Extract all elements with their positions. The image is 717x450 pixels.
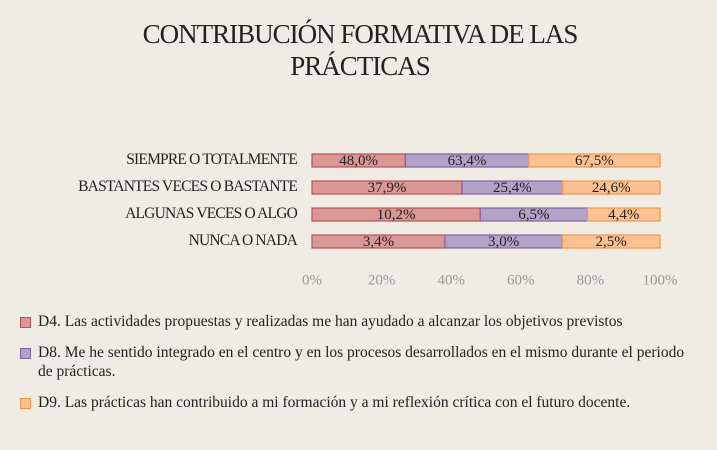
data-label: 6,5% — [518, 207, 549, 223]
x-tick-label: 100% — [643, 272, 678, 288]
bar-segment — [528, 153, 661, 168]
data-label: 67,5% — [575, 153, 614, 169]
legend-swatch — [20, 398, 31, 409]
data-label: 10,2% — [377, 207, 416, 223]
legend-item: D4. Las actividades propuestas y realiza… — [18, 312, 698, 331]
legend-swatch — [20, 317, 31, 328]
data-label: 25,4% — [493, 180, 532, 196]
legend-label: D4. Las actividades propuestas y realiza… — [38, 313, 623, 330]
legend-item: D9. Las prácticas han contribuido a mi f… — [18, 393, 698, 412]
legend-item: D8. Me he sentido integrado en el centro… — [18, 343, 698, 381]
data-label: 2,5% — [595, 234, 626, 250]
y-tick-label: ALGUNAS VECES O ALGO — [125, 205, 297, 222]
data-label: 24,6% — [592, 180, 631, 196]
bar-segment — [586, 207, 661, 222]
x-tick-label: 20% — [368, 272, 396, 288]
x-tick-label: 0% — [302, 272, 322, 288]
legend-label: D8. Me he sentido integrado en el centro… — [38, 344, 685, 380]
y-tick-label: SIEMPRE O TOTALMENTE — [126, 151, 297, 168]
chart-title: CONTRIBUCIÓN FORMATIVA DE LAS PRÁCTICAS — [142, 19, 579, 81]
bar-segment — [561, 234, 661, 249]
bar-segment — [562, 180, 661, 195]
y-tick-label: BASTANTES VECES O BASTANTE — [78, 178, 297, 195]
legend-swatch — [20, 348, 31, 359]
x-tick-label: 40% — [437, 272, 465, 288]
data-label: 3,4% — [363, 234, 394, 250]
data-label: 4,4% — [608, 207, 639, 223]
x-tick-label: 60% — [507, 272, 535, 288]
data-label: 48,0% — [339, 153, 378, 169]
legend: D4. Las actividades propuestas y realiza… — [18, 312, 698, 424]
data-label: 37,9% — [368, 180, 407, 196]
y-tick-label: NUNCA O NADA — [189, 232, 299, 249]
data-label: 3,0% — [488, 234, 519, 250]
chart: 0% 20% 40% 60% 80% 100% SIEMPRE O TOTALMENTE 48… — [78, 151, 678, 288]
data-label: 63,4% — [448, 153, 487, 169]
x-tick-label: 80% — [577, 272, 605, 288]
legend-label: D9. Las prácticas han contribuido a mi f… — [38, 394, 631, 411]
